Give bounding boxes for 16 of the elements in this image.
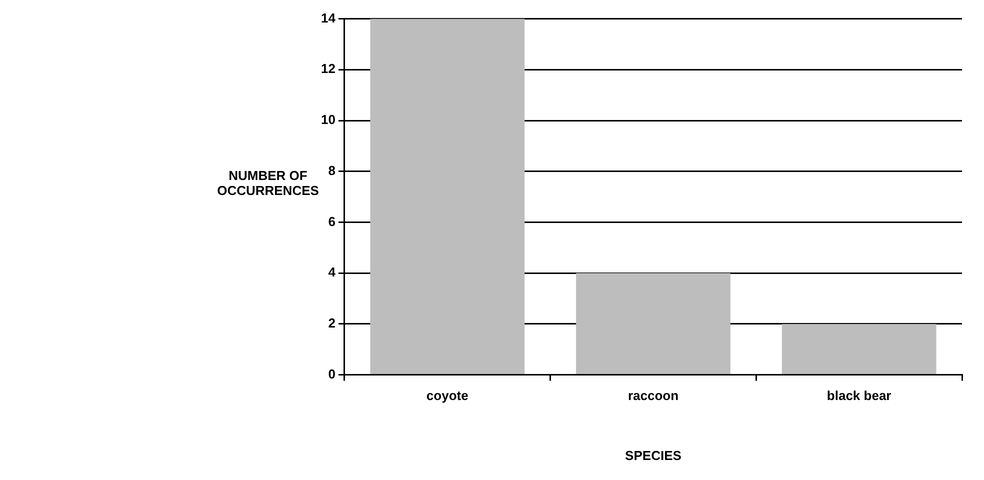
x-tick-label: black bear	[826, 388, 892, 404]
y-tick-label: 4	[328, 264, 336, 280]
y-tick-label: 2	[328, 316, 336, 331]
y-tick-label: 10	[320, 112, 336, 128]
y-tick-label: 12	[320, 61, 336, 76]
y-tick-label: 14	[320, 10, 336, 26]
x-tick-label: coyote	[426, 388, 468, 404]
bar	[370, 18, 525, 374]
x-tick-label: raccoon	[628, 388, 679, 404]
y-tick-label: 6	[328, 214, 336, 229]
bar	[576, 273, 730, 374]
bar	[782, 324, 936, 374]
y-tick-label: 0	[328, 366, 336, 382]
y-axis-title: NUMBER OF OCCURRENCES	[217, 168, 319, 198]
y-tick-label: 8	[328, 162, 336, 178]
x-axis-title: SPECIES	[625, 448, 682, 463]
